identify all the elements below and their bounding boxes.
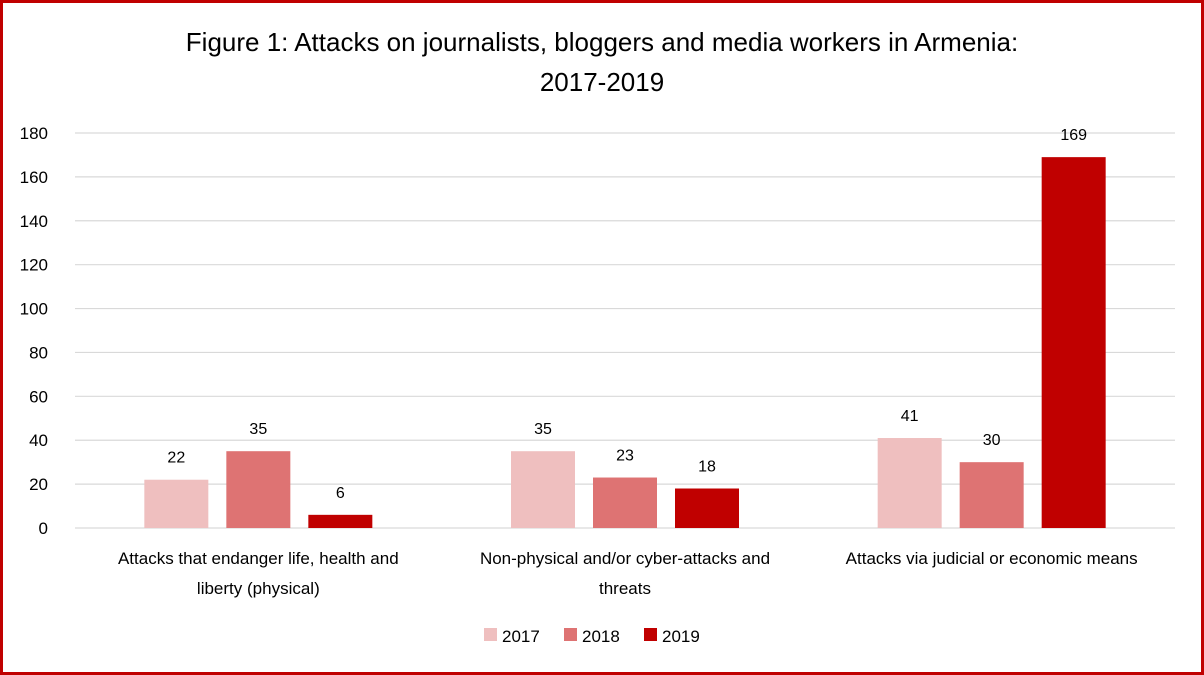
bar-2017 bbox=[144, 479, 209, 528]
legend-swatch-2018 bbox=[564, 628, 577, 641]
legend-swatch-2017 bbox=[484, 628, 497, 641]
chart-title-line1: Figure 1: Attacks on journalists, blogge… bbox=[185, 27, 1019, 57]
data-label: 23 bbox=[616, 448, 634, 465]
data-label: 22 bbox=[167, 450, 185, 467]
y-tick-label: 40 bbox=[29, 431, 48, 450]
bar-2017 bbox=[877, 438, 942, 528]
y-tick-label: 60 bbox=[29, 387, 48, 406]
legend-label: 2017 bbox=[502, 627, 540, 646]
bar-2019 bbox=[308, 514, 373, 528]
bar-2017 bbox=[511, 451, 575, 528]
bars bbox=[144, 157, 1106, 528]
category-labels: Attacks that endanger life, health and li… bbox=[118, 549, 1138, 598]
legend-label: 2019 bbox=[662, 627, 700, 646]
data-label: 41 bbox=[901, 408, 919, 425]
category-label: threats bbox=[599, 579, 651, 598]
category-label: liberty (physical) bbox=[197, 579, 320, 598]
y-tick-label: 100 bbox=[20, 300, 48, 319]
category-label: Attacks via judicial or economic means bbox=[846, 549, 1138, 568]
y-tick-label: 160 bbox=[20, 168, 48, 187]
category-label: Non-physical and/or cyber-attacks and bbox=[480, 549, 770, 568]
legend-swatch-2019 bbox=[644, 628, 657, 641]
y-tick-label: 140 bbox=[20, 212, 48, 231]
data-label: 30 bbox=[983, 432, 1001, 449]
bar-2018 bbox=[593, 477, 657, 528]
bar-2019 bbox=[675, 488, 739, 528]
y-axis-ticks: 0 20 40 60 80 100 120 140 160 180 bbox=[20, 124, 48, 538]
data-label: 35 bbox=[534, 421, 552, 438]
chart-title: Figure 1: Attacks on journalists, blogge… bbox=[0, 22, 1204, 102]
data-label: 6 bbox=[336, 485, 345, 502]
chart-title-line2: 2017-2019 bbox=[539, 67, 665, 97]
category-label: Attacks that endanger life, health and bbox=[118, 549, 399, 568]
data-label: 169 bbox=[1060, 127, 1087, 144]
y-tick-label: 0 bbox=[39, 519, 48, 538]
bar-2018 bbox=[226, 451, 291, 528]
y-tick-label: 20 bbox=[29, 475, 48, 494]
data-label: 35 bbox=[249, 421, 267, 438]
y-tick-label: 180 bbox=[20, 124, 48, 143]
bar-2019 bbox=[1041, 157, 1106, 528]
data-labels: 22 35 6 35 23 18 41 30 169 bbox=[167, 127, 1087, 502]
y-tick-label: 120 bbox=[20, 256, 48, 275]
legend: 2017 2018 2019 bbox=[484, 627, 700, 646]
data-label: 18 bbox=[698, 459, 716, 476]
legend-label: 2018 bbox=[582, 627, 620, 646]
bar-2018 bbox=[959, 462, 1024, 528]
y-tick-label: 80 bbox=[29, 343, 48, 362]
